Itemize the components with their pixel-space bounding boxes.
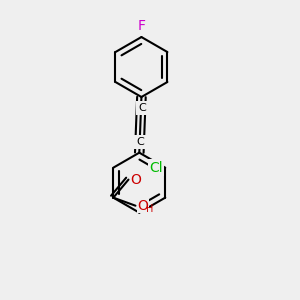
Text: F: F [137, 19, 146, 33]
Text: C: C [138, 103, 146, 113]
Text: Cl: Cl [149, 161, 163, 175]
Text: H: H [146, 204, 153, 214]
Text: O: O [130, 172, 142, 187]
Text: O: O [138, 199, 148, 213]
Text: C: C [136, 137, 144, 147]
